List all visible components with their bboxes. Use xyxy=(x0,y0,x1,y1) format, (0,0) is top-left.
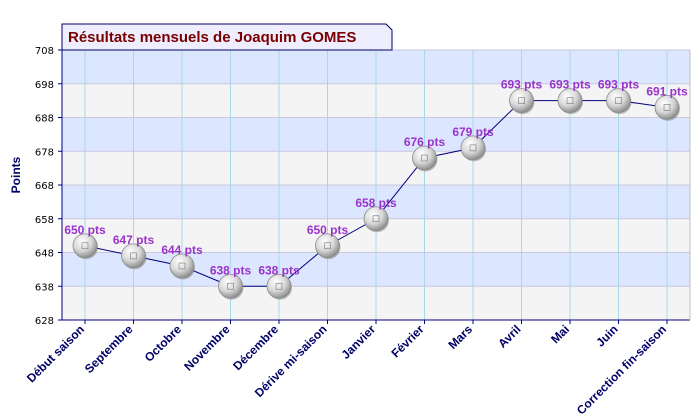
x-tick-label: Mars xyxy=(445,322,475,352)
data-point xyxy=(121,243,147,270)
y-axis-label: Points xyxy=(9,156,23,193)
y-tick-label: 658 xyxy=(35,215,54,226)
data-point-emblem xyxy=(324,242,331,250)
chart-title: Résultats mensuels de Joaquim GOMES xyxy=(68,29,356,46)
data-label: 676 pts xyxy=(404,135,446,149)
data-point-emblem xyxy=(615,97,622,104)
data-point-ball xyxy=(315,233,340,259)
y-tick-label: 688 xyxy=(35,114,54,125)
x-tick-label: Février xyxy=(388,322,426,360)
y-tick-label: 668 xyxy=(35,181,54,192)
data-point-ball xyxy=(654,94,680,120)
data-label: 693 pts xyxy=(549,78,591,92)
data-point-emblem xyxy=(372,215,380,223)
data-point xyxy=(266,273,292,300)
data-point-emblem xyxy=(275,282,283,290)
data-point-emblem xyxy=(81,242,89,250)
data-point-ball xyxy=(509,88,534,114)
data-point-emblem xyxy=(469,144,477,152)
data-point-ball xyxy=(72,233,98,259)
data-label: 647 pts xyxy=(113,233,155,247)
x-tick-label: Septembre xyxy=(82,322,136,376)
data-label: 650 pts xyxy=(64,223,106,237)
data-point-emblem xyxy=(518,97,525,104)
x-tick-label: Novembre xyxy=(181,322,233,374)
data-point-ball xyxy=(606,88,631,114)
data-label: 638 pts xyxy=(258,263,300,277)
y-tick-label: 698 xyxy=(35,80,54,91)
x-tick-label: Décembre xyxy=(230,322,281,373)
y-tick-label: 708 xyxy=(35,46,54,57)
x-tick-label: Avril xyxy=(495,322,523,350)
data-point xyxy=(606,88,632,115)
data-point xyxy=(169,253,195,280)
data-point-ball xyxy=(557,88,583,114)
data-point-emblem xyxy=(130,252,137,260)
data-point-ball xyxy=(169,253,195,279)
data-points xyxy=(72,88,680,300)
data-point xyxy=(218,273,244,300)
data-point-emblem xyxy=(227,282,234,290)
x-tick-label: Mai xyxy=(548,322,572,346)
data-point xyxy=(654,94,680,121)
data-point-ball xyxy=(363,206,389,232)
data-point-ball xyxy=(218,273,243,299)
data-point-ball xyxy=(121,243,146,269)
data-point xyxy=(460,135,486,162)
data-point-emblem xyxy=(566,97,574,104)
x-tick-label: Octobre xyxy=(142,322,185,365)
data-point xyxy=(315,233,341,260)
data-label: 693 pts xyxy=(598,78,640,92)
data-label: 650 pts xyxy=(307,223,349,237)
data-point xyxy=(72,233,98,260)
data-point-ball xyxy=(412,145,437,171)
y-tick-label: 648 xyxy=(35,249,54,260)
data-label: 693 pts xyxy=(501,78,543,92)
data-point xyxy=(363,206,389,233)
x-tick-label: Juin xyxy=(593,322,620,349)
data-point xyxy=(509,88,535,115)
y-tick-label: 628 xyxy=(35,316,54,327)
data-point-emblem xyxy=(178,262,186,270)
data-label: 691 pts xyxy=(646,84,688,98)
chart-title-box: Résultats mensuels de Joaquim GOMES xyxy=(61,23,393,51)
data-label: 644 pts xyxy=(161,243,203,257)
data-point-ball xyxy=(460,135,486,161)
y-tick-label: 678 xyxy=(35,147,54,158)
y-tick-label: 638 xyxy=(35,282,54,293)
x-tick-label: Correction fin-saison xyxy=(574,322,669,417)
data-label: 638 pts xyxy=(210,263,252,277)
data-point xyxy=(412,145,438,172)
data-point-emblem xyxy=(421,154,428,162)
data-point-emblem xyxy=(663,104,671,111)
x-tick-label: Début saison xyxy=(24,322,87,385)
data-point-ball xyxy=(266,273,292,299)
data-label: 658 pts xyxy=(355,196,397,210)
y-axis-ticks: 628 638 648 658 668 678 688 698 708 xyxy=(35,46,62,327)
data-point xyxy=(557,88,583,115)
data-label: 679 pts xyxy=(452,125,494,139)
x-tick-label: Janvier xyxy=(339,322,379,362)
data-labels: 650 pts 647 pts 644 pts 638 pts 638 pts 650 p… xyxy=(64,78,688,278)
